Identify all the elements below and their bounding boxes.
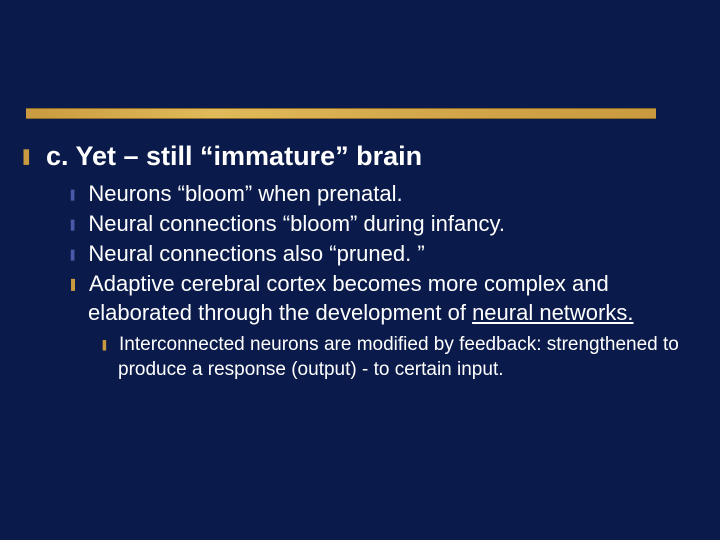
slide-content: c. Yet – still “immature” brain Neurons …: [20, 140, 690, 383]
heading-text: c. Yet – still “immature” brain: [46, 141, 422, 171]
gold-divider-band: [26, 108, 656, 119]
bullet-text: Neural connections “bloom” during infanc…: [88, 211, 505, 236]
bullet-neurons-bloom: Neurons “bloom” when prenatal.: [68, 180, 690, 208]
bullet-connections-pruned: Neural connections also “pruned. ”: [68, 240, 690, 268]
bullet-text: Interconnected neurons are modified by f…: [118, 334, 679, 380]
gold-divider: [26, 108, 656, 124]
bullet-text-underlined: neural networks.: [472, 300, 633, 325]
bullet-interconnected-neurons: Interconnected neurons are modified by f…: [100, 333, 690, 382]
bullet-adaptive-cortex: Adaptive cerebral cortex becomes more co…: [68, 270, 690, 327]
bullet-connections-bloom: Neural connections “bloom” during infanc…: [68, 210, 690, 238]
heading-level1: c. Yet – still “immature” brain: [20, 140, 690, 174]
bullet-text: Neural connections also “pruned. ”: [88, 241, 424, 266]
bullet-text: Neurons “bloom” when prenatal.: [88, 181, 402, 206]
